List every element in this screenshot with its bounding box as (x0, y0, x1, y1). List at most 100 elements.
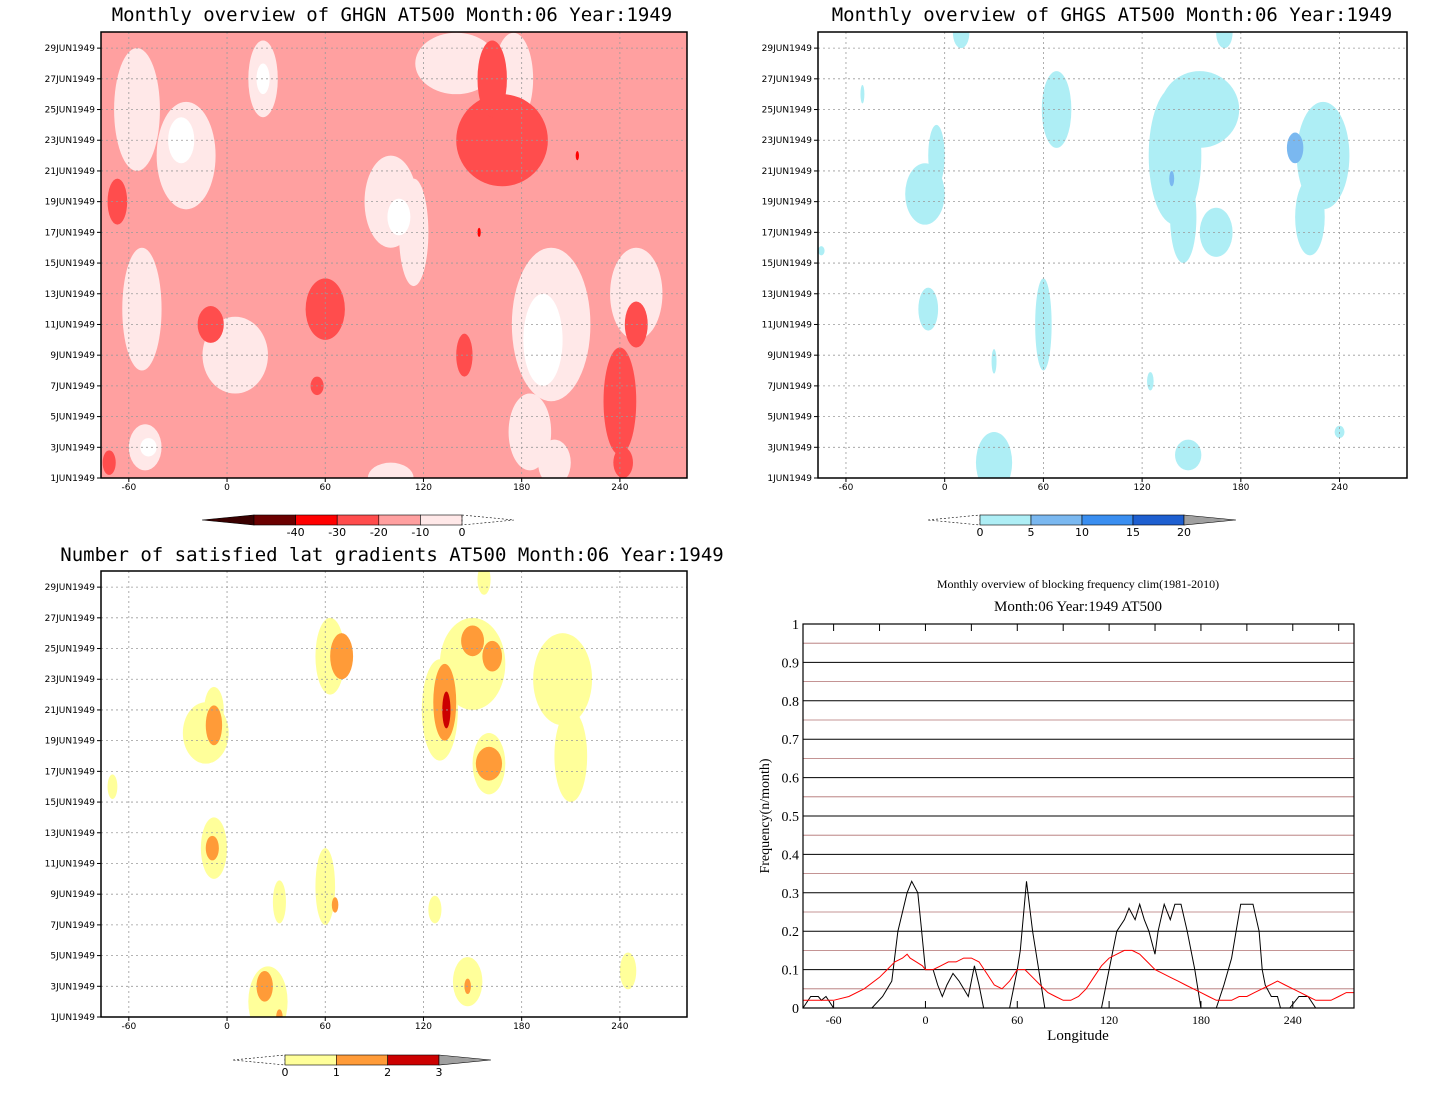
ghgs-background (818, 32, 1407, 478)
panel-ghgs: Monthly overview of GHGS AT500 Month:06 … (762, 4, 1408, 539)
ghgs-contour-region (1334, 425, 1345, 439)
gradients-colorbar-box (284, 1054, 337, 1066)
ghgn-y-tick-label: 25JUN1949 (45, 106, 96, 116)
ghgn-contour-region (456, 333, 473, 377)
ghgs-y-tick-label: 23JUN1949 (762, 136, 813, 146)
ghgs-colorbar-box (1081, 514, 1134, 526)
ghgn-plot-frame (100, 31, 688, 479)
ghgs-colorbar-label: 10 (1075, 526, 1089, 539)
frequency-y-tick-label: 0.2 (782, 925, 800, 940)
ghgn-contour-region (140, 438, 157, 457)
ghgs-y-tick-label: 29JUN1949 (762, 44, 813, 54)
ghgn-y-tick-label: 27JUN1949 (45, 75, 96, 85)
gradients-contour-region (330, 633, 354, 680)
ghgs-colorbar-label: 0 (977, 526, 984, 539)
ghgn-contour-region (367, 462, 414, 478)
gradients-contour-region (107, 774, 118, 799)
gradients-x-tick-label: -60 (121, 1022, 136, 1032)
ghgn-x-tick-label: 240 (611, 483, 628, 493)
frequency-series-black-line (802, 880, 1354, 1009)
ghgs-colorbar-label: 20 (1177, 526, 1191, 539)
ghgs-contour-region (1170, 170, 1197, 264)
frequency-y-tick-label: 1 (792, 618, 799, 633)
ghgn-contour-region (575, 150, 579, 161)
ghgn-y-tick-label: 1JUN1949 (50, 474, 95, 484)
gradients-y-tick-label: 27JUN1949 (45, 614, 96, 624)
gradients-y-tick-label: 15JUN1949 (45, 798, 96, 808)
ghgn-colorbar-box (420, 514, 463, 526)
ghgs-colorbar-under-triangle (927, 514, 981, 526)
ghgn-contour-region (102, 450, 116, 475)
gradients-colorbar-over-triangle (438, 1054, 492, 1066)
frequency-x-ticks: -60 0 60 120 180 240 (826, 1001, 1302, 1027)
frequency-series-red-line (803, 949, 1354, 1001)
ghgs-colorbar-box (979, 514, 1032, 526)
ghgs-contour-region (1147, 372, 1154, 391)
gradients-contour-region (428, 895, 442, 924)
ghgn-contour-region (197, 306, 224, 343)
ghgn-y-tick-label: 19JUN1949 (45, 198, 96, 208)
ghgn-contour-region (613, 447, 633, 478)
ghgs-y-tick-label: 19JUN1949 (762, 198, 813, 208)
ghgs-y-tick-label: 9JUN1949 (767, 351, 812, 361)
gradients-colorbar-box (336, 1054, 388, 1066)
ghgn-background (101, 32, 687, 478)
gradients-plot-frame (100, 570, 688, 1018)
ghgs-contour-region (1216, 32, 1233, 49)
ghgs-colorbar-box (1132, 514, 1185, 526)
gradients-x-tick-label: 60 (320, 1022, 332, 1032)
ghgn-x-tick-label: 60 (320, 483, 332, 493)
frequency-ylabel: Frequency(n/month) (758, 758, 773, 873)
gradients-gridlines (101, 571, 687, 1017)
ghgs-x-tick-label: 180 (1232, 483, 1249, 493)
ghgn-colorbar-label: -20 (370, 526, 388, 539)
ghgs-y-tick-label: 27JUN1949 (762, 75, 813, 85)
gradients-y-tick-label: 3JUN1949 (50, 982, 95, 992)
ghgn-colorbar-label: -40 (287, 526, 305, 539)
gradients-contour-region (205, 835, 219, 861)
ghgn-title: Monthly overview of GHGN AT500 Month:06 … (112, 4, 673, 26)
ghgs-gridlines (818, 32, 1407, 478)
gradients-y-tick-label: 5JUN1949 (50, 952, 95, 962)
ghgs-title: Monthly overview of GHGS AT500 Month:06 … (832, 4, 1393, 26)
gradients-y-tick-label: 21JUN1949 (45, 706, 96, 716)
ghgs-contour-region (918, 287, 939, 331)
panel-ghgn: Monthly overview of GHGN AT500 Month:06 … (45, 4, 688, 539)
ghgn-contour-region (603, 347, 637, 455)
ghgn-colorbar-box (253, 514, 296, 526)
gradients-x-tick-label: 240 (611, 1022, 628, 1032)
ghgs-x-ticks: -60 0 60 120 180 240 (839, 478, 1348, 493)
frequency-y-tick-label: 0.3 (782, 887, 800, 902)
gradients-y-tick-label: 1JUN1949 (50, 1013, 95, 1023)
ghgn-y-tick-label: 7JUN1949 (50, 382, 95, 392)
ghgs-contour-region (952, 32, 970, 49)
gradients-y-tick-label: 29JUN1949 (45, 583, 96, 593)
ghgs-colorbar-label: 5 (1028, 526, 1035, 539)
gradients-title: Number of satisfied lat gradients AT500 … (60, 544, 723, 566)
gradients-x-tick-label: 120 (415, 1022, 432, 1032)
gradients-contour-region (256, 970, 273, 1002)
gradients-y-tick-label: 19JUN1949 (45, 737, 96, 747)
gradients-y-tick-label: 13JUN1949 (45, 829, 96, 839)
ghgs-y-tick-label: 21JUN1949 (762, 167, 813, 177)
ghgs-contour-region (991, 349, 997, 374)
ghgn-y-tick-label: 3JUN1949 (50, 443, 95, 453)
ghgn-contour-region (523, 293, 563, 386)
frequency-x-tick-label: 60 (1011, 1013, 1023, 1027)
ghgs-y-tick-label: 17JUN1949 (762, 228, 813, 238)
gradients-colorbar-label: 2 (384, 1066, 391, 1079)
frequency-x-tick-label: 120 (1100, 1013, 1118, 1027)
ghgn-contour-region (305, 278, 345, 340)
ghgs-contour-region (1286, 132, 1304, 164)
frequency-y-tick-label: 0 (792, 1002, 799, 1017)
ghgs-contour-region (1041, 71, 1072, 148)
ghgn-colorbar-box (378, 514, 421, 526)
frequency-y-tick-label: 0.9 (782, 656, 800, 671)
gradients-y-tick-label: 7JUN1949 (50, 921, 95, 931)
ghgs-y-tick-label: 11JUN1949 (762, 320, 813, 330)
gradients-colorbar-label: 3 (436, 1066, 443, 1079)
ghgs-contour-region (860, 84, 865, 104)
ghgn-y-tick-label: 13JUN1949 (45, 290, 96, 300)
ghgs-x-tick-label: 0 (942, 483, 948, 493)
ghgn-y-tick-label: 15JUN1949 (45, 259, 96, 269)
